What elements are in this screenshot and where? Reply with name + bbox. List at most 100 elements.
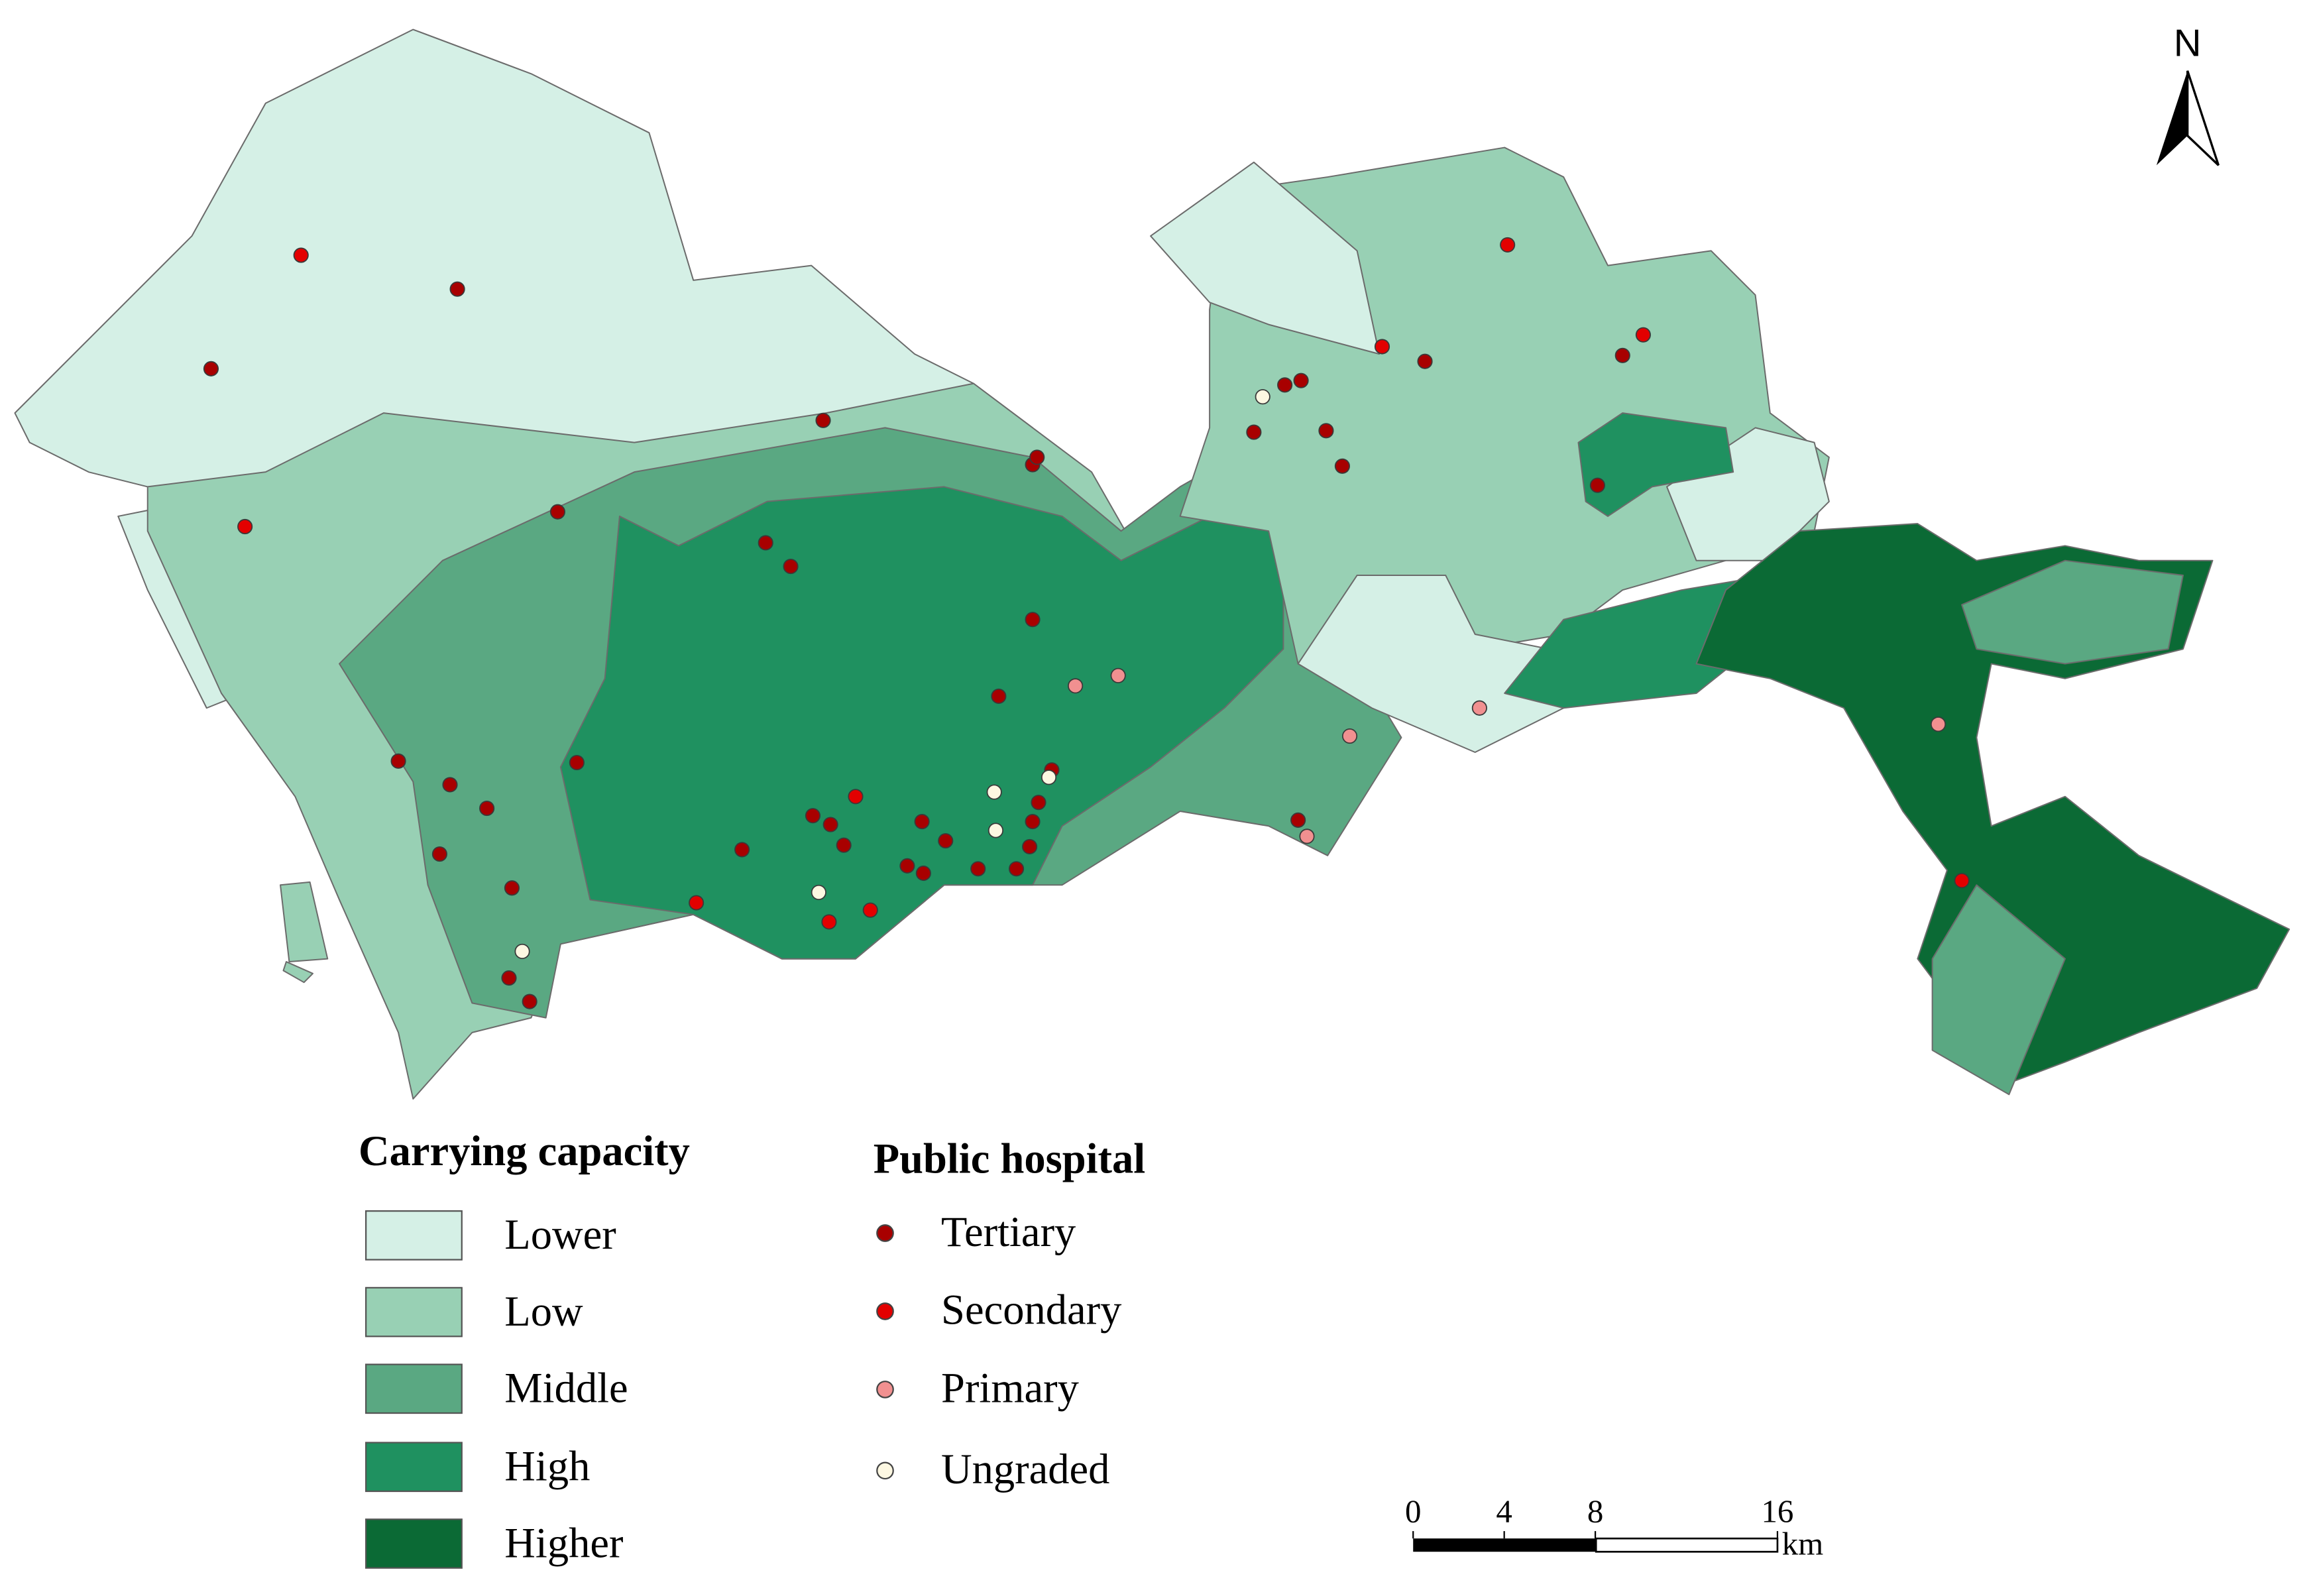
- hospital: [1614, 347, 1630, 363]
- hospitals: [203, 237, 1970, 1009]
- scale-tick-label: 8: [1587, 1493, 1603, 1530]
- legend-label: Primary: [941, 1364, 1079, 1412]
- hospital: [1290, 812, 1306, 828]
- hospital: [815, 412, 831, 428]
- hospital: [734, 842, 750, 858]
- hospital: [986, 784, 1002, 800]
- hospital: [1022, 838, 1038, 855]
- region: [1695, 523, 2290, 1085]
- hospital-legend: Tertiary Secondary Primary Ungraded: [876, 1208, 1121, 1493]
- hospital: [1255, 389, 1270, 405]
- legend-label: Tertiary: [941, 1208, 1076, 1255]
- legend-swatch: [365, 1286, 463, 1338]
- capacity-legend-title: Carrying capacity: [359, 1127, 690, 1174]
- hospital: [1041, 770, 1057, 785]
- hospital: [479, 801, 495, 817]
- scale-bar-black: [1413, 1538, 1597, 1552]
- hospital: [1068, 678, 1084, 694]
- region: [1931, 884, 2066, 1096]
- hospital: [1417, 353, 1433, 369]
- hospital: [991, 688, 1007, 705]
- hospital: [1500, 237, 1516, 253]
- scale-tick-label: 0: [1405, 1493, 1421, 1530]
- hospital: [1589, 477, 1605, 493]
- legend-label: Middle: [504, 1364, 628, 1412]
- hospital: [431, 846, 447, 862]
- hospital: [1009, 861, 1025, 877]
- hospital: [848, 789, 864, 805]
- arrow-left: [2156, 70, 2188, 166]
- hospital: [915, 865, 931, 882]
- hospital: [1110, 667, 1126, 683]
- hospital: [689, 895, 705, 911]
- hospital: [1299, 828, 1315, 844]
- legend-marker: [876, 1381, 894, 1398]
- legend-swatch: [365, 1363, 463, 1414]
- hospital: [836, 837, 852, 853]
- legend-marker: [876, 1224, 894, 1242]
- hospital: [1334, 458, 1350, 474]
- scale-unit: km: [1782, 1526, 1824, 1562]
- hospital: [293, 247, 309, 263]
- hospital: [1293, 372, 1309, 388]
- hospital: [504, 880, 520, 896]
- legend-label: High: [504, 1442, 590, 1490]
- legend-label: Secondary: [941, 1286, 1121, 1334]
- scale-tick-label: 4: [1496, 1493, 1512, 1530]
- hospital: [237, 518, 253, 535]
- hospital: [1031, 795, 1046, 811]
- legend-label: Ungraded: [941, 1445, 1109, 1493]
- region: [1577, 412, 1734, 517]
- hospital: [1246, 424, 1262, 440]
- hospital: [811, 884, 826, 901]
- hospital: [1025, 814, 1041, 830]
- legend-label: Lower: [504, 1210, 616, 1258]
- hospital: [914, 814, 930, 830]
- hospital: [390, 753, 406, 769]
- hospital: [821, 914, 837, 930]
- north-arrow: N: [2156, 23, 2220, 166]
- hospital-legend-title: Public hospital: [874, 1134, 1146, 1182]
- scale-bar-white: [1595, 1537, 1779, 1553]
- hospital: [501, 970, 517, 986]
- hospital: [569, 755, 585, 771]
- hospital: [1341, 728, 1358, 744]
- hospital: [1374, 339, 1390, 355]
- hospital: [862, 902, 878, 918]
- legend-swatch: [365, 1518, 463, 1569]
- hospital: [1029, 449, 1045, 465]
- arrow-right: [2186, 70, 2220, 166]
- hospital: [758, 535, 773, 551]
- hospital: [1277, 377, 1293, 393]
- hospital: [805, 808, 821, 824]
- region: [1150, 161, 1381, 355]
- hospital: [899, 858, 915, 874]
- capacity-legend: Lower Low Middle High Higher: [365, 1210, 628, 1569]
- legend-label: Higher: [504, 1518, 623, 1566]
- hospital: [203, 361, 219, 376]
- hospital: [449, 281, 465, 297]
- hospital: [822, 817, 838, 832]
- hospital: [970, 861, 986, 877]
- region: [282, 961, 314, 984]
- hospital: [1318, 423, 1334, 439]
- hospital: [987, 823, 1003, 838]
- hospital: [783, 559, 799, 575]
- scale-tick-label: 16: [1761, 1493, 1793, 1530]
- hospital: [1025, 612, 1041, 628]
- hospital: [522, 994, 537, 1009]
- region: [1961, 559, 2184, 665]
- legend-label: Low: [504, 1287, 583, 1335]
- legend-swatch: [365, 1442, 463, 1493]
- hospital: [1635, 327, 1651, 343]
- north-label: N: [2174, 23, 2202, 65]
- hospital: [1954, 873, 1970, 889]
- region: [559, 486, 1284, 960]
- hospital: [549, 504, 566, 520]
- hospital: [1471, 700, 1487, 716]
- hospital: [1930, 716, 1946, 732]
- legend-marker: [876, 1302, 894, 1320]
- hospital: [514, 943, 530, 960]
